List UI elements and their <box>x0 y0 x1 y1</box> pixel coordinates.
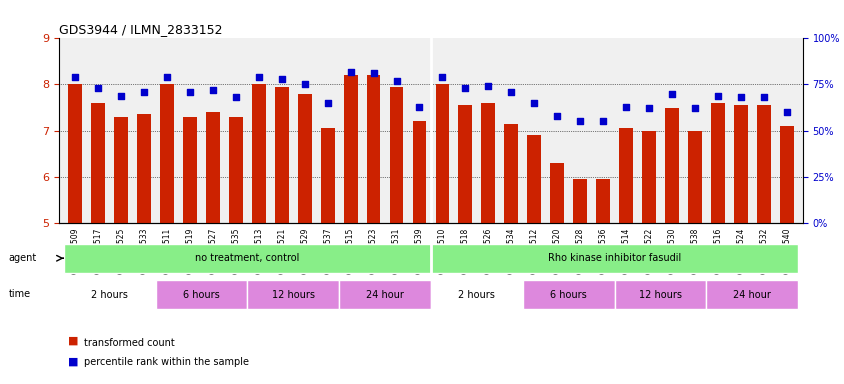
Bar <box>412 121 426 223</box>
Bar <box>274 87 289 223</box>
FancyBboxPatch shape <box>706 280 798 310</box>
Text: 6 hours: 6 hours <box>183 290 219 300</box>
Text: Rho kinase inhibitor fasudil: Rho kinase inhibitor fasudil <box>547 253 680 263</box>
Bar <box>321 128 334 223</box>
FancyBboxPatch shape <box>63 243 430 273</box>
Point <box>68 74 82 80</box>
Text: 2 hours: 2 hours <box>91 290 128 300</box>
Point <box>779 109 793 115</box>
Bar <box>344 75 357 223</box>
Bar <box>458 105 472 223</box>
Bar <box>504 124 517 223</box>
Bar <box>297 94 311 223</box>
Point <box>366 70 380 76</box>
Bar <box>481 103 495 223</box>
Bar <box>252 84 265 223</box>
Bar <box>572 179 587 223</box>
Bar <box>183 117 197 223</box>
Bar <box>527 135 540 223</box>
Bar <box>137 114 151 223</box>
Text: time: time <box>8 289 30 299</box>
Text: percentile rank within the sample: percentile rank within the sample <box>84 357 249 367</box>
FancyBboxPatch shape <box>155 280 247 310</box>
Text: GDS3944 / ILMN_2833152: GDS3944 / ILMN_2833152 <box>59 23 222 36</box>
Text: 24 hour: 24 hour <box>733 290 771 300</box>
Point <box>344 68 357 74</box>
Bar <box>68 84 82 223</box>
Point <box>389 78 403 84</box>
Bar <box>91 103 105 223</box>
Bar <box>229 117 242 223</box>
Text: ■: ■ <box>68 357 78 367</box>
Point <box>229 94 242 101</box>
Bar <box>366 75 380 223</box>
Point <box>733 94 747 101</box>
Point <box>252 74 265 80</box>
Text: 2 hours: 2 hours <box>458 290 495 300</box>
Bar <box>664 108 678 223</box>
Point <box>481 83 495 89</box>
Point <box>91 85 105 91</box>
Point <box>436 74 449 80</box>
Point <box>412 104 425 110</box>
Point <box>160 74 174 80</box>
Point <box>619 104 632 110</box>
Bar <box>619 128 632 223</box>
Bar <box>710 103 724 223</box>
Point <box>756 94 770 101</box>
Text: 12 hours: 12 hours <box>638 290 681 300</box>
Text: agent: agent <box>8 253 36 263</box>
Bar <box>596 179 609 223</box>
Point <box>458 85 472 91</box>
Bar <box>206 112 219 223</box>
FancyBboxPatch shape <box>430 280 522 310</box>
Point <box>114 93 127 99</box>
FancyBboxPatch shape <box>338 280 430 310</box>
Point <box>687 105 701 111</box>
Text: 24 hour: 24 hour <box>365 290 403 300</box>
FancyBboxPatch shape <box>614 280 706 310</box>
Point <box>206 87 219 93</box>
Point <box>321 100 334 106</box>
Bar <box>733 105 747 223</box>
FancyBboxPatch shape <box>247 280 338 310</box>
Text: 6 hours: 6 hours <box>549 290 587 300</box>
Point <box>298 81 311 88</box>
Bar <box>641 131 655 223</box>
Point <box>549 113 563 119</box>
Bar <box>389 87 403 223</box>
Point <box>137 89 150 95</box>
Point <box>641 105 655 111</box>
FancyBboxPatch shape <box>63 280 155 310</box>
FancyBboxPatch shape <box>522 280 614 310</box>
Point <box>183 89 197 95</box>
Bar <box>435 84 449 223</box>
Point <box>664 91 678 97</box>
Text: ■: ■ <box>68 336 78 346</box>
Text: no treatment, control: no treatment, control <box>195 253 299 263</box>
Text: 12 hours: 12 hours <box>272 290 314 300</box>
Point <box>711 93 724 99</box>
Point <box>596 118 609 124</box>
Bar <box>114 117 127 223</box>
Point <box>274 76 288 82</box>
Bar <box>549 163 564 223</box>
Point <box>504 89 517 95</box>
Bar <box>756 105 770 223</box>
Bar <box>779 126 793 223</box>
Point <box>573 118 587 124</box>
Text: transformed count: transformed count <box>84 338 175 348</box>
Point <box>527 100 540 106</box>
Bar <box>160 84 174 223</box>
Bar <box>687 131 701 223</box>
FancyBboxPatch shape <box>430 243 798 273</box>
